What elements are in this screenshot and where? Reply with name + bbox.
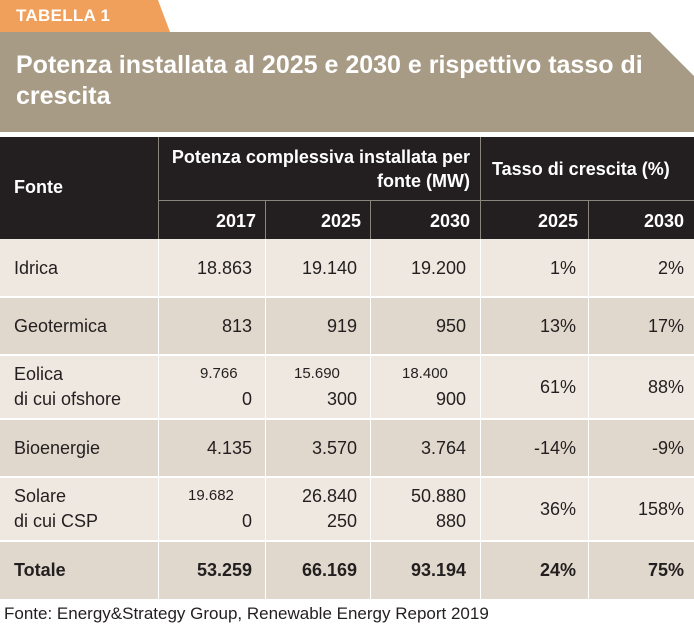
cell-p2025-sub: 300 [326,389,357,409]
header-tasso: Tasso di crescita (%) [492,159,670,179]
cell-t2030: 17% [647,316,684,336]
cell-p2017: 53.259 [196,560,252,580]
cell-p2030-sub: 880 [435,511,466,531]
table-row: Eolica di cui ofshore 9.766 0 15.690 300… [0,355,694,419]
source-note: Fonte: Energy&Strategy Group, Renewable … [4,604,489,623]
header-potenza: Potenza complessiva installata per fonte… [171,147,470,191]
row-label: Idrica [14,258,59,278]
header-fonte: Fonte [14,177,63,197]
table-title: Potenza installata al 2025 e 2030 e risp… [16,51,643,110]
row-label: Geotermica [14,316,108,336]
cell-p2025: 919 [326,316,357,336]
row-label: Bioenergie [14,438,101,458]
cell-p2030: 50.880 [410,486,466,506]
table-row-total: Totale 53.259 66.169 93.194 24% 75% [0,541,694,599]
cell-t2025: 1% [549,258,576,278]
cell-t2025: 61% [539,377,576,397]
cell-t2030: 88% [647,377,684,397]
cell-p2025: 15.690 [294,365,340,382]
cell-t2030: 75% [647,560,684,580]
cell-p2017: 19.682 [188,487,234,504]
table-header: Fonte Potenza complessiva installata per… [0,137,694,239]
cell-p2017: 9.766 [200,365,238,382]
cell-t2030: 158% [637,499,684,519]
table-tag: TABELLA 1 [0,0,200,32]
row-label: Totale [14,560,66,580]
cell-t2030: -9% [651,438,684,458]
cell-p2025: 66.169 [301,560,357,580]
cell-p2017: 813 [221,316,252,336]
header-year-2030: 2030 [429,211,470,231]
cell-p2030: 18.400 [402,365,448,382]
cell-p2025-sub: 250 [326,511,357,531]
row-label: Solare [14,486,67,506]
row-sublabel: di cui CSP [14,511,99,531]
cell-p2025: 19.140 [301,258,357,278]
table-row: Bioenergie 4.135 3.570 3.764 -14% -9% [0,419,694,477]
cell-p2030: 19.200 [410,258,466,278]
table-tag-label: TABELLA 1 [16,6,111,25]
cell-t2030: 2% [657,258,684,278]
header-year-2025: 2025 [320,211,361,231]
cell-p2025: 26.840 [301,486,357,506]
header-rate-2030: 2030 [643,211,684,231]
cell-p2030-sub: 900 [435,389,466,409]
cell-p2017-sub: 0 [241,389,252,409]
header-year-2017: 2017 [215,211,256,231]
cell-t2025: 24% [539,560,576,580]
header-rate-2025: 2025 [537,211,578,231]
cell-t2025: 13% [539,316,576,336]
cell-p2017: 18.863 [196,258,252,278]
cell-p2025: 3.570 [311,438,357,458]
cell-p2030: 950 [435,316,466,336]
cell-p2030: 3.764 [420,438,466,458]
table-row: Solare di cui CSP 19.682 0 26.840 250 50… [0,477,694,541]
cell-t2025: -14% [533,438,576,458]
cell-p2017-sub: 0 [241,511,252,531]
cell-p2017: 4.135 [206,438,252,458]
title-banner [0,32,694,132]
row-label: Eolica [14,364,64,384]
row-sublabel: di cui ofshore [14,389,122,409]
cell-t2025: 36% [539,499,576,519]
cell-p2030: 93.194 [410,560,466,580]
table-row: Idrica 18.863 19.140 19.200 1% 2% [0,239,694,297]
table-row: Geotermica 813 919 950 13% 17% [0,297,694,355]
